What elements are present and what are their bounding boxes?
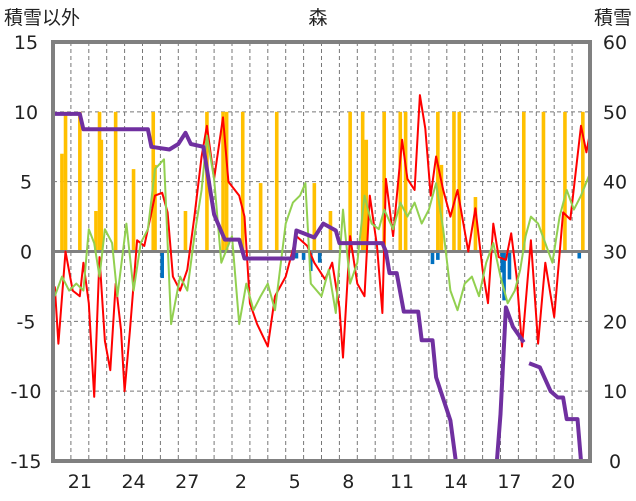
blue-bar	[308, 251, 313, 272]
orange-bar	[452, 111, 456, 252]
left-tick-label: -5	[17, 311, 36, 333]
x-tick-label: 20	[551, 471, 575, 493]
left-tick-label: 5	[20, 172, 32, 194]
orange-bar	[153, 164, 157, 252]
orange-bar	[581, 111, 585, 252]
left-tick-label: 10	[14, 102, 38, 124]
orange-bar	[382, 111, 386, 252]
x-tick-label: 11	[390, 471, 414, 493]
orange-bar	[258, 183, 263, 252]
orange-bar	[348, 111, 352, 252]
orange-bar	[328, 210, 333, 252]
orange-bar	[312, 183, 317, 252]
x-tick-label: 24	[121, 471, 145, 493]
x-tick-label: 27	[175, 471, 199, 493]
lines	[53, 94, 591, 463]
orange-bar	[364, 139, 369, 252]
orange-bar	[360, 111, 365, 252]
gridlines	[53, 42, 590, 461]
blue-bar	[502, 251, 506, 301]
orange-bar	[60, 153, 64, 252]
x-tick-label: 21	[68, 471, 92, 493]
orange-bar	[240, 111, 245, 252]
right-tick-label: 20	[603, 311, 627, 333]
blue-bar	[577, 251, 582, 259]
right-tick-label: 0	[609, 451, 621, 473]
orange-bar	[221, 111, 225, 252]
plot-frame	[51, 40, 592, 463]
orange-bar	[521, 111, 526, 252]
left-tick-label: -15	[10, 451, 41, 473]
blue-bar	[160, 251, 164, 279]
left-tick-label: 15	[14, 32, 38, 54]
orange-bar	[439, 164, 444, 252]
orange-bar	[224, 111, 229, 252]
right-tick-label: 40	[603, 172, 627, 194]
x-tick-label: 17	[497, 471, 521, 493]
orange-bar	[398, 111, 403, 252]
chart-title: 森	[308, 7, 327, 29]
right-axis-title: 積雪	[594, 7, 632, 29]
purple-series-line	[528, 361, 590, 463]
orange-bar	[78, 111, 82, 252]
orange-bar	[457, 111, 462, 252]
orange-bar	[131, 169, 136, 252]
orange-bar	[473, 197, 478, 252]
blue-bar	[317, 251, 322, 263]
orange-bar	[563, 111, 567, 252]
green-series-line	[53, 134, 591, 326]
blue-bar	[294, 251, 299, 259]
x-tick-label: 8	[342, 471, 354, 493]
orange-bar	[183, 210, 188, 252]
right-tick-label: 10	[603, 381, 627, 403]
left-axis-title: 積雪以外	[4, 7, 80, 29]
purple-series-line	[53, 111, 526, 463]
right-tick-label: 50	[603, 102, 627, 124]
blue-bar	[430, 251, 435, 265]
left-tick-label: 0	[20, 242, 32, 264]
blue-bar	[301, 251, 306, 260]
orange-bar	[99, 139, 104, 252]
orange-bar	[113, 111, 118, 252]
left-tick-label: -10	[10, 381, 41, 403]
right-tick-label: 60	[603, 32, 627, 54]
orange-bar	[541, 111, 546, 252]
x-tick-label: 2	[235, 471, 247, 493]
orange-bar	[403, 111, 408, 252]
right-tick-label: 30	[603, 242, 627, 264]
orange-bar	[436, 111, 440, 252]
orange-bar	[274, 111, 279, 252]
orange-bar	[63, 111, 68, 252]
x-tick-label: 5	[289, 471, 301, 493]
x-tick-label: 14	[444, 471, 468, 493]
blue-bar	[436, 251, 440, 260]
blue-bar	[507, 251, 512, 280]
orange-bar	[94, 210, 98, 252]
